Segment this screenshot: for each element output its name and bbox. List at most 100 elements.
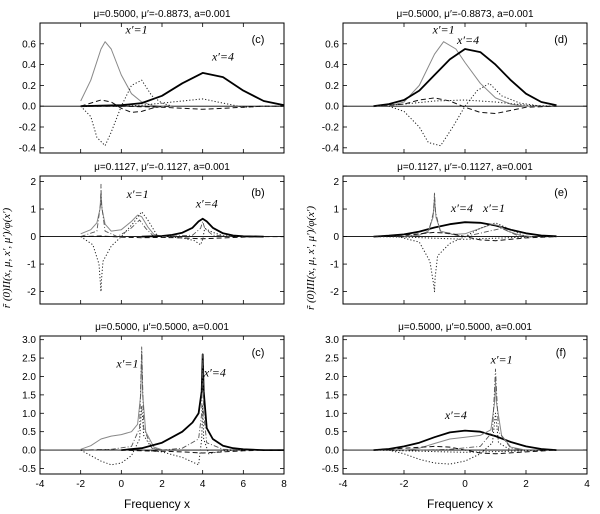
y-tick-label: 1.0 bbox=[22, 409, 36, 420]
series-line bbox=[388, 82, 542, 147]
y-tick-label: -0.5 bbox=[322, 464, 340, 475]
curve-label: x′=4 bbox=[195, 197, 218, 211]
curve-label: x′=1 bbox=[126, 187, 149, 201]
y-tick-label: 0.4 bbox=[325, 60, 339, 71]
y-tick-label: 2 bbox=[30, 177, 36, 188]
series-line bbox=[403, 192, 521, 238]
y-tick-label: -0.2 bbox=[19, 123, 37, 134]
panel-a: μ=0.5000, μ′=-0.8873, a=0.001 (c) 0.6 0.4 0.… bbox=[19, 9, 285, 154]
y-axis-label-left: r̃ (0)II(x, μ, x′, μ′)/φ(x′) bbox=[1, 207, 13, 308]
panel-label: (d) bbox=[554, 34, 567, 46]
y-tick-label: 2 bbox=[333, 177, 339, 188]
curve-label: x′=1 bbox=[482, 201, 505, 215]
y-tick-label: 0.4 bbox=[22, 60, 36, 71]
y-tick-label: -1 bbox=[27, 260, 36, 271]
y-tick-label: 1 bbox=[333, 205, 339, 216]
y-tick-label: 3.0 bbox=[325, 335, 339, 346]
panel-f: μ=0.5000, μ′=0.5000, a=0.001 (f) -4 -2 0 2 4 3.… bbox=[322, 322, 590, 490]
x-tick-label: 0 bbox=[119, 479, 125, 490]
x-axis-label-right: Frequency x bbox=[427, 497, 493, 511]
y-tick-label: 0.0 bbox=[22, 102, 36, 113]
curve-label: x′=4 bbox=[211, 49, 234, 63]
y-tick-label: -2 bbox=[330, 287, 339, 298]
curve-label: x′=4 bbox=[203, 365, 226, 379]
series-line bbox=[80, 235, 284, 240]
series-line bbox=[373, 48, 557, 108]
x-tick-label: -4 bbox=[36, 479, 45, 490]
panels-group: μ=0.5000, μ′=-0.8873, a=0.001 (c) 0.6 0.4 0.… bbox=[19, 9, 590, 490]
y-tick-label: -1 bbox=[330, 260, 339, 271]
series-line bbox=[141, 405, 244, 466]
y-tick-label: 2.0 bbox=[22, 372, 36, 383]
y-tick-label: 1.5 bbox=[22, 390, 36, 401]
y-tick-label: 2.0 bbox=[325, 372, 339, 383]
y-tick-label: 2.5 bbox=[325, 354, 339, 365]
y-tick-label: 0.6 bbox=[325, 39, 339, 50]
x-tick-label: 2 bbox=[523, 479, 529, 490]
x-tick-label: 2 bbox=[159, 479, 165, 490]
series-line bbox=[80, 79, 173, 147]
curve-label: x′=1 bbox=[432, 22, 455, 36]
panel-d: μ=0.5000, μ′=-0.8873, a=0.001 (d) 0.6 0.4 0.… bbox=[322, 9, 588, 154]
curve-label: x′=1 bbox=[490, 353, 513, 367]
series-group bbox=[373, 192, 557, 293]
y-tick-label: 0 bbox=[333, 232, 339, 243]
series-line bbox=[80, 211, 159, 293]
y-tick-label: 0.2 bbox=[22, 81, 36, 92]
curve-label: x′=4 bbox=[444, 408, 467, 422]
x-tick-label: 8 bbox=[281, 479, 287, 490]
series-line bbox=[419, 368, 527, 451]
series-line bbox=[80, 183, 155, 238]
series-line bbox=[373, 429, 557, 451]
panel-title: μ=0.5000, μ′=0.5000, a=0.001 bbox=[95, 322, 229, 333]
y-tick-label: 0.0 bbox=[325, 102, 339, 113]
panel-label: (b) bbox=[251, 187, 264, 199]
y-tick-label: 0.2 bbox=[325, 81, 339, 92]
y-tick-label: 2.5 bbox=[22, 354, 36, 365]
panel-label: (c) bbox=[252, 34, 265, 46]
panel-c: μ=0.5000, μ′=0.5000, a=0.001 (c) -4 -2 0 2 4 6 8… bbox=[19, 322, 287, 490]
y-tick-label: 0 bbox=[30, 232, 36, 243]
panel-label: (f) bbox=[556, 347, 566, 359]
series-line bbox=[388, 41, 542, 107]
x-tick-label: 4 bbox=[200, 479, 206, 490]
panel-e: μ=0.1127, μ′=-0.1127, a=0.001 (e) 2 1 0 -1 -2 x… bbox=[330, 162, 588, 305]
series-line bbox=[397, 222, 527, 293]
panel-title: μ=0.5000, μ′=-0.8873, a=0.001 bbox=[93, 9, 231, 20]
y-tick-label: 0.0 bbox=[325, 446, 339, 457]
y-tick-label: 1 bbox=[30, 205, 36, 216]
x-tick-label: 0 bbox=[462, 479, 468, 490]
x-tick-label: 4 bbox=[584, 479, 590, 490]
series-line bbox=[373, 445, 557, 455]
y-tick-label: 0.5 bbox=[325, 427, 339, 438]
series-group bbox=[373, 41, 557, 147]
panel-b: μ=0.1127, μ′=-0.1127, a=0.001 (b) 2 1 0 -1 -2 x… bbox=[27, 162, 285, 305]
panel-frame bbox=[342, 335, 588, 475]
panel-label: (e) bbox=[554, 187, 567, 199]
series-group bbox=[373, 368, 557, 465]
y-tick-label: 0.0 bbox=[22, 446, 36, 457]
y-tick-label: 1.0 bbox=[325, 409, 339, 420]
series-line bbox=[161, 353, 244, 451]
series-line bbox=[80, 41, 173, 107]
series-line bbox=[121, 353, 284, 452]
y-tick-label: -0.4 bbox=[322, 143, 340, 154]
series-line bbox=[80, 105, 284, 110]
series-line bbox=[388, 412, 526, 465]
series-line bbox=[80, 98, 284, 108]
y-tick-label: -0.4 bbox=[19, 143, 37, 154]
series-line bbox=[373, 97, 557, 114]
panel-frame bbox=[39, 175, 285, 305]
y-tick-label: -0.5 bbox=[19, 464, 37, 475]
series-line bbox=[373, 221, 557, 238]
panel-title: μ=0.5000, μ′=0.5000, a=0.001 bbox=[398, 322, 532, 333]
series-line bbox=[141, 217, 264, 238]
series-line bbox=[80, 72, 284, 108]
series-group bbox=[80, 346, 284, 466]
panel-frame bbox=[39, 335, 285, 475]
curve-label: x′=4 bbox=[456, 33, 479, 47]
x-tick-label: -4 bbox=[339, 479, 348, 490]
panel-title: μ=0.1127, μ′=-0.1127, a=0.001 bbox=[94, 162, 230, 173]
panel-title: μ=0.1127, μ′=-0.1127, a=0.001 bbox=[397, 162, 533, 173]
